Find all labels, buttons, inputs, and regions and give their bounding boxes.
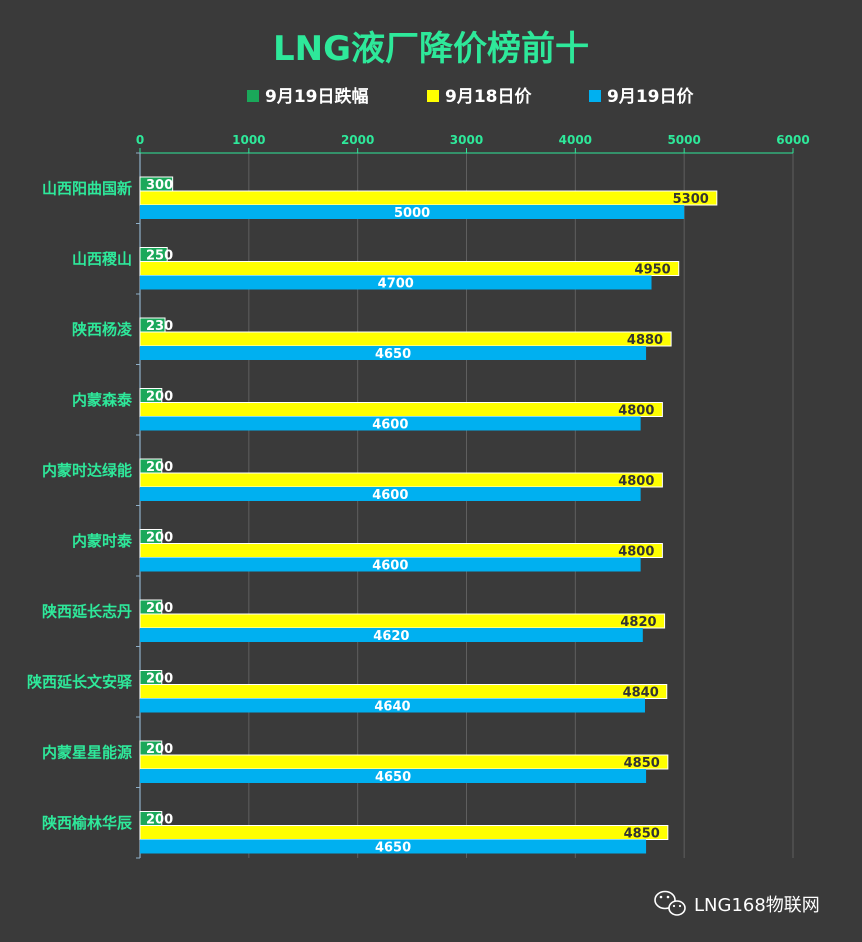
data-label: 4800 (618, 474, 654, 489)
legend-swatch (247, 90, 259, 102)
data-label: 4650 (375, 347, 411, 362)
bar (139, 825, 669, 840)
data-label: 4880 (627, 333, 663, 348)
bar (140, 346, 647, 360)
bar (140, 416, 641, 431)
data-label: 4600 (372, 488, 408, 503)
data-label: 4640 (374, 700, 410, 715)
legend-swatch (589, 90, 601, 102)
data-label: 4700 (378, 277, 414, 292)
data-label: 5300 (673, 192, 709, 207)
bar (139, 402, 663, 417)
watermark: LNG168物联网 (654, 890, 820, 916)
tick-label: 6000 (776, 133, 809, 147)
bar (140, 769, 647, 783)
tick-label: 3000 (450, 133, 483, 147)
category-label: 陕西延长文安驿 (27, 673, 133, 691)
data-label: 5000 (394, 206, 430, 221)
data-label: 200 (146, 813, 173, 828)
data-label: 230 (146, 319, 173, 334)
data-label: 4620 (373, 629, 409, 644)
gridlines (248, 153, 794, 858)
data-label: 4650 (375, 770, 411, 785)
bar (140, 839, 647, 854)
data-label: 200 (146, 742, 173, 757)
tick-label: 4000 (559, 133, 592, 147)
data-label: 200 (146, 531, 173, 546)
category-label: 陕西杨凌 (72, 320, 133, 338)
category-label: 内蒙森泰 (72, 391, 133, 409)
watermark-text: LNG168物联网 (694, 895, 820, 916)
data-label: 4800 (618, 404, 654, 419)
bar (139, 754, 669, 770)
data-label: 4800 (618, 545, 654, 560)
bar (140, 205, 685, 219)
legend: 9月19日跌幅 9月18日价 9月19日价 (247, 86, 694, 107)
category-label: 山西稷山 (72, 250, 132, 268)
category-label: 内蒙时达绿能 (42, 461, 132, 479)
chart-title: LNG液厂降价榜前十 (273, 29, 589, 69)
legend-label: 9月18日价 (445, 87, 532, 107)
data-label: 4650 (375, 841, 411, 856)
bar (139, 684, 668, 699)
wechat-icon (654, 890, 686, 916)
bar (140, 557, 641, 572)
legend-swatch (427, 90, 439, 102)
bar (139, 543, 663, 558)
data-label: 4850 (624, 827, 660, 842)
bar (139, 331, 672, 347)
data-label: 4600 (372, 418, 408, 433)
data-label: 4850 (624, 756, 660, 771)
data-label: 4950 (635, 263, 671, 278)
data-label: 200 (146, 672, 173, 687)
data-label: 300 (146, 178, 173, 193)
tick-label: 0 (136, 133, 144, 147)
tick-label: 5000 (667, 133, 700, 147)
data-label: 200 (146, 601, 173, 616)
category-label: 内蒙时泰 (72, 532, 133, 550)
category-label: 陕西延长志丹 (42, 602, 132, 620)
bar (140, 487, 641, 501)
legend-label: 9月19日跌幅 (265, 86, 369, 107)
bar (140, 275, 652, 290)
category-label: 山西阳曲国新 (42, 179, 132, 197)
category-label: 内蒙星星能源 (42, 743, 132, 761)
legend-label: 9月19日价 (607, 87, 694, 107)
data-label: 200 (146, 390, 173, 405)
data-label: 4820 (620, 615, 656, 630)
data-label: 200 (146, 460, 173, 475)
bar (139, 261, 680, 276)
tick-label: 2000 (341, 133, 374, 147)
bars: 300 5300 5000 250 4950 4700 230 4880 4650 200 4800… (139, 176, 718, 856)
category-labels: 山西阳曲国新山西稷山陕西杨凌内蒙森泰内蒙时达绿能内蒙时泰陕西延长志丹陕西延长文安… (27, 179, 133, 832)
category-label: 陕西榆林华辰 (42, 814, 133, 832)
data-label: 4600 (372, 559, 408, 574)
data-label: 250 (146, 249, 173, 264)
bar (140, 698, 645, 713)
bar (139, 613, 666, 629)
bar (139, 472, 663, 488)
tick-label: 1000 (232, 133, 265, 147)
data-label: 4840 (623, 686, 659, 701)
bar (139, 190, 718, 206)
bar (140, 628, 643, 642)
